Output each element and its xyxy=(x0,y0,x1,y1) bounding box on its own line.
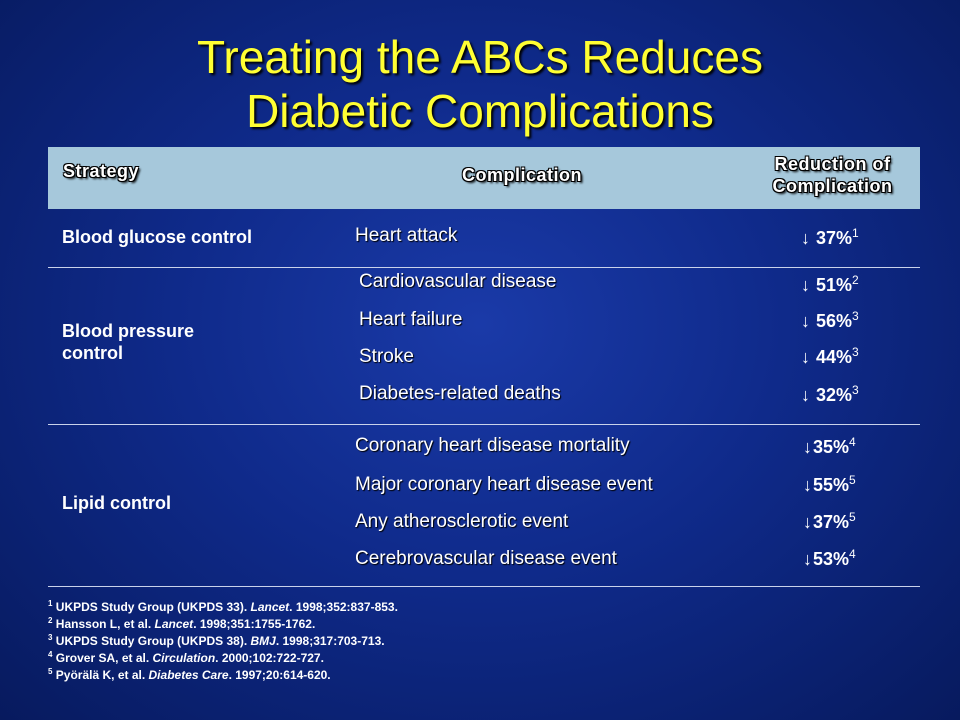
references: 1 UKPDS Study Group (UKPDS 33). Lancet. … xyxy=(48,599,398,684)
strategy-glucose: Blood glucose control xyxy=(62,227,253,247)
ref-superscript: 3 xyxy=(852,383,859,397)
slide-title: Treating the ABCs Reduces Diabetic Compl… xyxy=(0,30,960,138)
header-reduction: Reduction of Complication xyxy=(740,153,925,197)
down-arrow-icon: ↓ xyxy=(803,475,812,495)
down-arrow-icon: ↓ xyxy=(801,385,810,405)
ref-superscript: 4 xyxy=(849,547,856,561)
row-divider xyxy=(48,267,920,268)
down-arrow-icon: ↓ xyxy=(801,347,810,367)
complication-label: Heart failure xyxy=(359,309,463,330)
reference-item: 3 UKPDS Study Group (UKPDS 38). BMJ. 199… xyxy=(48,633,385,649)
complication-label: Any atherosclerotic event xyxy=(355,511,569,532)
title-line-1: Treating the ABCs Reduces xyxy=(197,31,763,83)
complication-label: Diabetes-related deaths xyxy=(359,383,561,404)
reference-item: 1 UKPDS Study Group (UKPDS 33). Lancet. … xyxy=(48,599,398,615)
header-strategy: Strategy xyxy=(63,161,140,181)
complication-label: Heart attack xyxy=(355,225,458,246)
reduction-value: ↓53%4 xyxy=(803,547,856,569)
ref-superscript: 3 xyxy=(852,345,859,359)
row-divider xyxy=(48,586,920,587)
ref-superscript: 4 xyxy=(849,435,856,449)
reference-item: 5 Pyörälä K, et al. Diabetes Care. 1997;… xyxy=(48,667,331,683)
down-arrow-icon: ↓ xyxy=(803,437,812,457)
reduction-value: ↓ 56%3 xyxy=(801,309,859,331)
complication-label: Coronary heart disease mortality xyxy=(355,435,630,456)
header-reduction-line-1: Reduction of xyxy=(774,154,891,174)
header-reduction-line-2: Complication xyxy=(772,176,893,196)
reduction-value: ↓35%4 xyxy=(803,435,856,457)
table-header-bar xyxy=(48,147,920,209)
complication-label: Cerebrovascular disease event xyxy=(355,548,617,569)
reference-item: 2 Hansson L, et al. Lancet. 1998;351:175… xyxy=(48,616,316,632)
down-arrow-icon: ↓ xyxy=(803,512,812,532)
down-arrow-icon: ↓ xyxy=(801,228,810,248)
reduction-value: ↓ 51%2 xyxy=(801,273,859,295)
reduction-value: ↓37%5 xyxy=(803,510,856,532)
strategy-blood-pressure: Blood pressure control xyxy=(62,321,195,363)
row-divider xyxy=(48,424,920,425)
reduction-value: ↓ 37%1 xyxy=(801,226,859,248)
ref-superscript: 5 xyxy=(849,510,856,524)
reduction-value: ↓ 32%3 xyxy=(801,383,859,405)
down-arrow-icon: ↓ xyxy=(803,549,812,569)
reduction-value: ↓55%5 xyxy=(803,473,856,495)
ref-superscript: 5 xyxy=(849,473,856,487)
ref-superscript: 3 xyxy=(852,309,859,323)
title-line-2: Diabetic Complications xyxy=(246,85,714,137)
down-arrow-icon: ↓ xyxy=(801,311,810,331)
ref-superscript: 1 xyxy=(852,226,859,240)
reduction-value: ↓ 44%3 xyxy=(801,345,859,367)
header-complication: Complication xyxy=(462,165,583,185)
down-arrow-icon: ↓ xyxy=(801,275,810,295)
strategy-lipid: Lipid control xyxy=(62,493,171,513)
complication-label: Major coronary heart disease event xyxy=(355,474,653,495)
reference-item: 4 Grover SA, et al. Circulation. 2000;10… xyxy=(48,650,324,666)
complication-label: Stroke xyxy=(359,346,414,367)
complication-label: Cardiovascular disease xyxy=(359,271,557,292)
ref-superscript: 2 xyxy=(852,273,859,287)
